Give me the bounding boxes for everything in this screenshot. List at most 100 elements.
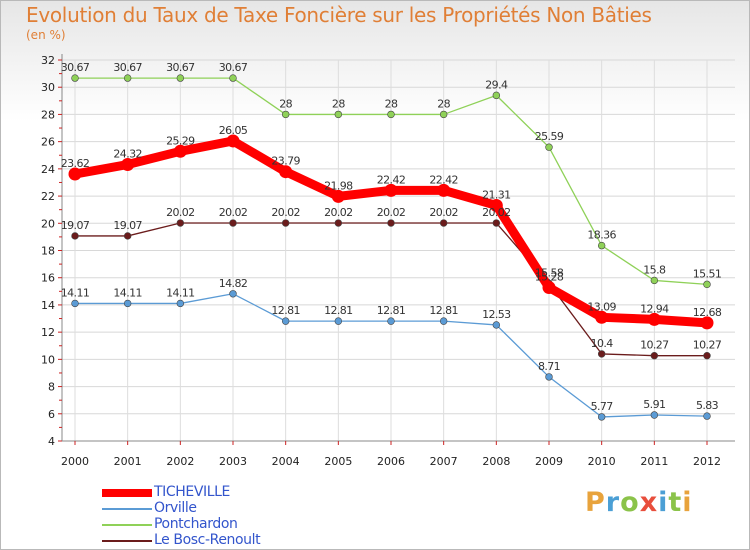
data-point (334, 219, 343, 227)
data-point (229, 290, 237, 298)
logo-letter: i (658, 487, 669, 518)
data-label: 25.59 (535, 130, 564, 143)
data-label: 18.36 (587, 229, 616, 242)
data-point (492, 91, 501, 100)
y-tick-label: 22 (41, 190, 55, 203)
data-label: 30.67 (166, 61, 195, 74)
data-label: 20.02 (166, 206, 195, 219)
data-point (331, 189, 345, 203)
data-label: 12.81 (271, 304, 300, 317)
y-tick-label: 18 (41, 245, 55, 258)
data-label: 24.32 (113, 148, 142, 161)
data-point (123, 299, 132, 308)
data-point (71, 299, 79, 308)
data-point (226, 134, 240, 148)
data-point (176, 74, 185, 82)
x-tick-label: 2004 (272, 455, 300, 468)
logo-letter: t (668, 487, 683, 518)
data-label: 29.4 (485, 78, 508, 91)
x-tick-label: 2008 (482, 455, 510, 468)
y-tick-label: 14 (41, 299, 55, 312)
data-point (123, 232, 132, 240)
data-point (334, 317, 343, 325)
logo-letter: r (605, 487, 621, 518)
legend-swatch (102, 540, 152, 542)
data-point (439, 317, 448, 325)
data-point (700, 316, 714, 330)
x-tick-label: 2007 (430, 455, 458, 468)
x-tick-label: 2009 (535, 455, 563, 468)
x-tick-label: 2012 (693, 455, 721, 468)
data-point (437, 183, 451, 197)
legend-swatch (102, 524, 152, 526)
x-tick-label: 2003 (219, 455, 247, 468)
data-point (439, 219, 448, 227)
legend-swatch (102, 489, 152, 497)
data-label: 20.02 (219, 206, 248, 219)
data-point (703, 280, 711, 289)
data-label: 20.02 (482, 206, 511, 219)
data-point (279, 165, 293, 179)
x-tick-label: 2001 (114, 455, 142, 468)
y-tick-label: 30 (41, 81, 55, 94)
data-label: 5.77 (591, 400, 614, 413)
x-tick-label: 2010 (588, 455, 616, 468)
x-tick-label: 2011 (640, 455, 668, 468)
logo-letter: o (620, 487, 640, 518)
legend: TICHEVILLE Orville Pontchardon Le Bosc-Reno… (102, 484, 322, 549)
data-label: 28 (385, 97, 398, 110)
data-point (387, 110, 395, 119)
data-label: 5.83 (696, 399, 719, 412)
legend-label: Le Bosc-Renoult (154, 532, 261, 548)
data-label: 26.05 (219, 124, 248, 137)
data-label: 23.62 (61, 157, 90, 170)
data-label: 15.28 (535, 271, 564, 284)
data-point (650, 351, 659, 360)
logo-letter: x (639, 487, 659, 518)
data-label: 12.68 (693, 306, 722, 319)
data-point (439, 110, 448, 119)
data-label: 30.67 (61, 61, 90, 74)
y-tick-label: 4 (48, 435, 55, 448)
data-label: 19.07 (61, 219, 90, 232)
data-point (71, 74, 79, 82)
legend-swatch (102, 508, 152, 510)
data-point (281, 110, 290, 119)
x-tick-label: 2000 (61, 455, 89, 468)
chart-title: Evolution du Taux de Taxe Foncière sur l… (26, 3, 652, 27)
data-point (281, 317, 290, 325)
data-label: 12.81 (324, 304, 353, 317)
unit-label: (en %) (26, 28, 66, 42)
data-point (173, 144, 187, 158)
data-label: 20.02 (271, 206, 300, 219)
data-point (650, 411, 659, 419)
data-point (229, 219, 237, 227)
y-tick-label: 8 (48, 381, 55, 394)
data-point (703, 351, 711, 360)
data-label: 28 (437, 97, 450, 110)
y-tick-label: 20 (41, 217, 55, 230)
data-label: 12.81 (429, 304, 458, 317)
data-point (597, 241, 606, 250)
data-label: 12.81 (377, 304, 406, 317)
data-point (176, 299, 185, 308)
data-point (489, 198, 503, 212)
logo-letter: i (682, 487, 693, 518)
data-label: 8.71 (538, 360, 560, 373)
data-point (121, 158, 135, 172)
logo-letter: P (585, 487, 606, 518)
legend-item: Le Bosc-Renoult (102, 532, 322, 549)
data-label: 20.02 (429, 206, 458, 219)
legend-item: Pontchardon (102, 516, 322, 533)
legend-label: Orville (154, 500, 197, 516)
y-tick-label: 24 (41, 163, 55, 176)
x-tick-label: 2005 (324, 455, 352, 468)
data-label: 15.8 (643, 263, 666, 276)
data-point (384, 183, 398, 197)
data-label: 21.31 (482, 188, 511, 201)
y-tick-label: 12 (41, 326, 55, 339)
data-label: 10.27 (693, 339, 722, 352)
legend-label: TICHEVILLE (154, 484, 230, 500)
data-label: 12.94 (640, 302, 669, 315)
